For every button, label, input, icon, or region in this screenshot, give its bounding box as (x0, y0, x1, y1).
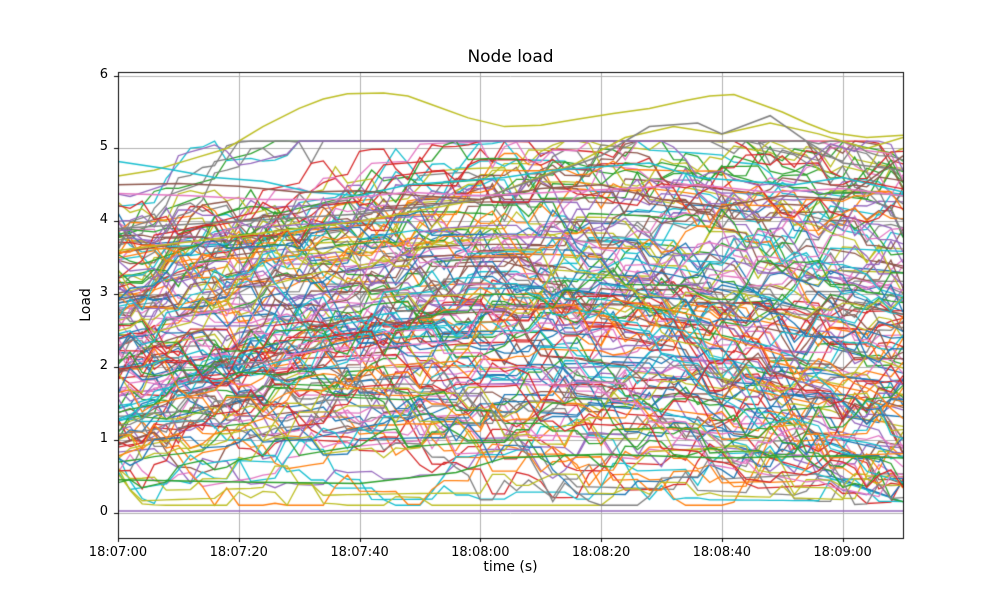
x-tick-label: 18:08:20 (571, 545, 631, 560)
x-tick-label: 18:07:00 (88, 545, 148, 560)
y-tick-label: 3 (99, 285, 108, 301)
y-tick-label: 4 (99, 212, 108, 228)
x-tick-label: 18:08:00 (451, 545, 510, 560)
x-tick-label: 18:09:00 (813, 545, 872, 560)
x-tick-label: 18:07:40 (330, 545, 389, 560)
y-tick-label: 5 (99, 139, 108, 155)
chart-title: Node load (467, 47, 554, 67)
y-tick-label: 6 (99, 66, 108, 82)
x-axis-label: time (s) (483, 559, 538, 575)
y-tick-label: 2 (99, 357, 108, 373)
y-tick-label: 1 (99, 430, 108, 446)
x-tick-label: 18:07:20 (209, 545, 268, 560)
x-tick-label: 18:08:40 (692, 545, 752, 560)
y-tick-label: 0 (99, 503, 108, 519)
